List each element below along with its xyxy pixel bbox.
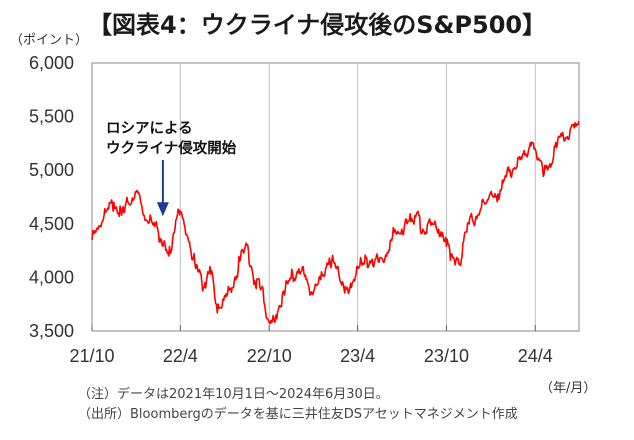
- y-tick-label-4: 5,500: [29, 107, 74, 127]
- grid-lines: [179, 63, 536, 331]
- annotation: ロシアによる ウクライナ侵攻開始: [106, 120, 237, 217]
- annotation-line-1: ロシアによる: [106, 120, 193, 137]
- source-line: （出所）Bloombergのデータを基に三井住友DSアセットマネジメント作成: [78, 406, 518, 422]
- y-tick-label-1: 4,000: [29, 267, 74, 287]
- plot-area: [91, 62, 580, 332]
- x-tick-label-1: 22/4: [163, 346, 198, 366]
- x-tick-label-3: 23/4: [340, 346, 375, 366]
- x-tick-label-5: 24/4: [518, 346, 553, 366]
- annotation-arrow-icon: [156, 160, 169, 217]
- annotation-arrow-head: [156, 202, 169, 217]
- x-ticks: [91, 325, 536, 331]
- y-tick-label-5: 6,000: [29, 53, 74, 73]
- y-tick-label-3: 5,000: [29, 160, 74, 180]
- x-tick-label-4: 23/10: [424, 346, 469, 366]
- x-axis: 21/10 22/4 22/10 23/4 23/10 24/4: [69, 346, 552, 366]
- x-unit-label: （年/月）: [540, 381, 596, 396]
- x-tick-label-2: 22/10: [247, 346, 292, 366]
- note-line: （注）データは2021年10月1日～2024年6月30日。: [78, 386, 389, 402]
- y-tick-label-0: 3,500: [29, 321, 74, 341]
- chart-title: 【図表4：ウクライナ侵攻後のS&P500】: [88, 11, 546, 39]
- plot-frame: [91, 62, 580, 332]
- y-unit-label: （ポイント）: [10, 33, 88, 48]
- series-line-sp500: [91, 120, 580, 325]
- x-tick-label-0: 21/10: [69, 346, 114, 366]
- y-axis: 3,500 4,000 4,500 5,000 5,500 6,000: [29, 53, 74, 341]
- y-tick-label-2: 4,500: [29, 214, 74, 234]
- annotation-line-2: ウクライナ侵攻開始: [106, 139, 237, 157]
